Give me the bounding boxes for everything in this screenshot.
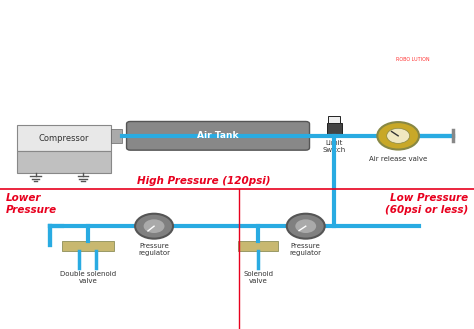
Text: Compressor: Compressor bbox=[39, 134, 89, 143]
FancyBboxPatch shape bbox=[111, 129, 122, 143]
Text: 53: 53 bbox=[410, 40, 428, 53]
Text: Air release valve: Air release valve bbox=[369, 156, 427, 162]
FancyBboxPatch shape bbox=[327, 123, 342, 136]
Circle shape bbox=[135, 214, 173, 239]
FancyBboxPatch shape bbox=[238, 241, 279, 251]
Circle shape bbox=[387, 128, 410, 143]
Text: Solenoid
valve: Solenoid valve bbox=[243, 271, 273, 284]
Circle shape bbox=[287, 214, 325, 239]
Text: Lower
Pressure: Lower Pressure bbox=[6, 193, 57, 215]
Text: Low Pressure
(60psi or less): Low Pressure (60psi or less) bbox=[385, 193, 468, 215]
FancyBboxPatch shape bbox=[17, 151, 111, 173]
FancyBboxPatch shape bbox=[127, 121, 310, 150]
Text: Pressure
regulator: Pressure regulator bbox=[138, 243, 170, 256]
Circle shape bbox=[295, 219, 316, 233]
Text: ROBO LUTION: ROBO LUTION bbox=[396, 57, 429, 62]
Text: Double solenoid
valve: Double solenoid valve bbox=[60, 271, 116, 284]
Text: 55: 55 bbox=[410, 8, 428, 21]
FancyBboxPatch shape bbox=[17, 125, 111, 151]
Text: FRC Pneumatic System Layout: FRC Pneumatic System Layout bbox=[12, 30, 273, 45]
FancyBboxPatch shape bbox=[62, 241, 114, 251]
Circle shape bbox=[377, 122, 419, 149]
Text: Limit
Switch: Limit Switch bbox=[322, 140, 346, 154]
Text: Air Tank: Air Tank bbox=[197, 131, 239, 140]
Circle shape bbox=[144, 219, 164, 233]
FancyBboxPatch shape bbox=[328, 116, 340, 123]
Text: Pressure
regulator: Pressure regulator bbox=[290, 243, 322, 256]
Text: High Pressure (120psi): High Pressure (120psi) bbox=[137, 176, 271, 186]
